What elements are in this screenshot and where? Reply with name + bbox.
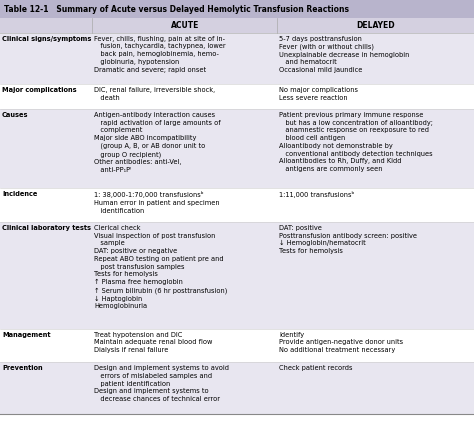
Text: Causes: Causes xyxy=(2,112,28,118)
Text: Clinical signs/symptoms: Clinical signs/symptoms xyxy=(2,36,91,42)
Bar xyxy=(0,188,474,222)
Bar xyxy=(0,33,474,84)
Text: Table 12-1   Summary of Acute versus Delayed Hemolytic Transfusion Reactions: Table 12-1 Summary of Acute versus Delay… xyxy=(4,5,349,14)
Text: Management: Management xyxy=(2,332,51,338)
Text: 1: 38,000-1:70,000 transfusionsᵇ
Human error in patient and specimen
   identifi: 1: 38,000-1:70,000 transfusionsᵇ Human e… xyxy=(94,191,220,214)
Text: Fever, chills, flushing, pain at site of in-
   fusion, tachycardia, tachypnea, : Fever, chills, flushing, pain at site of… xyxy=(94,36,226,73)
Text: Prevention: Prevention xyxy=(2,365,43,371)
Text: Antigen-antibody interaction causes
   rapid activation of large amounts of
   c: Antigen-antibody interaction causes rapi… xyxy=(94,112,221,173)
Bar xyxy=(0,329,474,362)
Bar xyxy=(0,18,474,33)
Text: No major complications
Less severe reaction: No major complications Less severe react… xyxy=(279,87,358,101)
Text: Check patient records: Check patient records xyxy=(279,365,353,371)
Text: Clinical laboratory tests: Clinical laboratory tests xyxy=(2,225,91,231)
Text: Patient previous primary immune response
   but has a low concentration of alloa: Patient previous primary immune response… xyxy=(279,112,433,172)
Text: Treat hypotension and DIC
Maintain adequate renal blood flow
Dialysis if renal f: Treat hypotension and DIC Maintain adequ… xyxy=(94,332,213,353)
Text: 5-7 days posttransfusion
Fever (with or without chills)
Unexplainable decrease i: 5-7 days posttransfusion Fever (with or … xyxy=(279,36,410,73)
Bar xyxy=(0,222,474,329)
Text: Clerical check
Visual inspection of post transfusion
   sample
DAT: positive or : Clerical check Visual inspection of post… xyxy=(94,225,228,309)
Bar xyxy=(0,109,474,188)
Text: ACUTE: ACUTE xyxy=(171,21,199,30)
Text: Identify
Provide antigen-negative donor units
No additional treatment necessary: Identify Provide antigen-negative donor … xyxy=(279,332,403,353)
Text: Incidence: Incidence xyxy=(2,191,37,197)
Text: Major complications: Major complications xyxy=(2,87,77,93)
Text: 1:11,000 transfusionsᵇ: 1:11,000 transfusionsᵇ xyxy=(279,191,355,198)
Text: DAT: positive
Posttransfusion antibody screen: positive
↓ Hemoglobin/hematocrit
: DAT: positive Posttransfusion antibody s… xyxy=(279,225,417,254)
Text: Design and implement systems to avoid
   errors of mislabeled samples and
   pat: Design and implement systems to avoid er… xyxy=(94,365,229,402)
Text: DELAYED: DELAYED xyxy=(356,21,395,30)
Bar xyxy=(0,0,474,18)
Text: DIC, renal failure, irreversible shock,
   death: DIC, renal failure, irreversible shock, … xyxy=(94,87,216,101)
Bar xyxy=(0,362,474,414)
Bar xyxy=(0,84,474,109)
